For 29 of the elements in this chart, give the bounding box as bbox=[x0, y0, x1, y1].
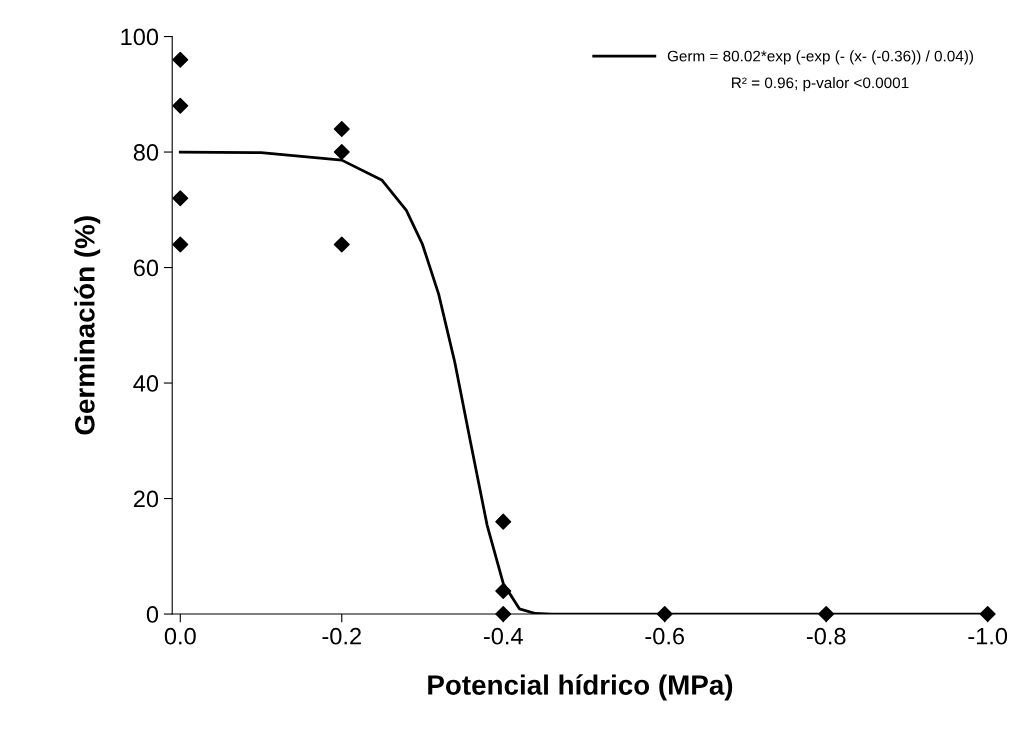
point bbox=[495, 582, 512, 599]
point bbox=[818, 606, 835, 623]
y-axis-title: Germinación (%) bbox=[74, 216, 101, 435]
point bbox=[333, 120, 350, 137]
x-tick-label: -0.2 bbox=[322, 627, 361, 645]
point bbox=[495, 513, 512, 530]
point bbox=[172, 236, 189, 253]
x-tick-label: 0.0 bbox=[164, 627, 196, 645]
point bbox=[172, 97, 189, 114]
y-tick-label: 40 bbox=[133, 375, 159, 392]
point bbox=[333, 144, 350, 161]
x-axis-title: Potencial hídrico (MPa) bbox=[428, 674, 733, 701]
legend-label: Germ = 80.02*exp (-exp (- (x- (-0.36)) / 0.04)) bbox=[667, 50, 973, 65]
y-tick-label: 60 bbox=[133, 259, 159, 277]
point bbox=[979, 606, 996, 623]
y-tick-label: 100 bbox=[121, 28, 159, 46]
x-tick-label: -1.0 bbox=[968, 627, 1008, 645]
annotation: R² = 0.96; p-valor <0.0001 bbox=[732, 76, 909, 92]
point bbox=[172, 190, 189, 207]
point bbox=[172, 51, 189, 68]
x-tick-label: -0.6 bbox=[645, 627, 685, 645]
point bbox=[333, 236, 350, 253]
x-tick-label: -0.8 bbox=[806, 627, 846, 645]
y-tick-label: 80 bbox=[133, 144, 159, 161]
x-tick-label: -0.4 bbox=[483, 627, 523, 645]
y-tick-label: 0 bbox=[146, 606, 159, 623]
y-tick-label: 20 bbox=[133, 490, 159, 508]
point bbox=[495, 606, 512, 623]
point bbox=[656, 606, 673, 623]
